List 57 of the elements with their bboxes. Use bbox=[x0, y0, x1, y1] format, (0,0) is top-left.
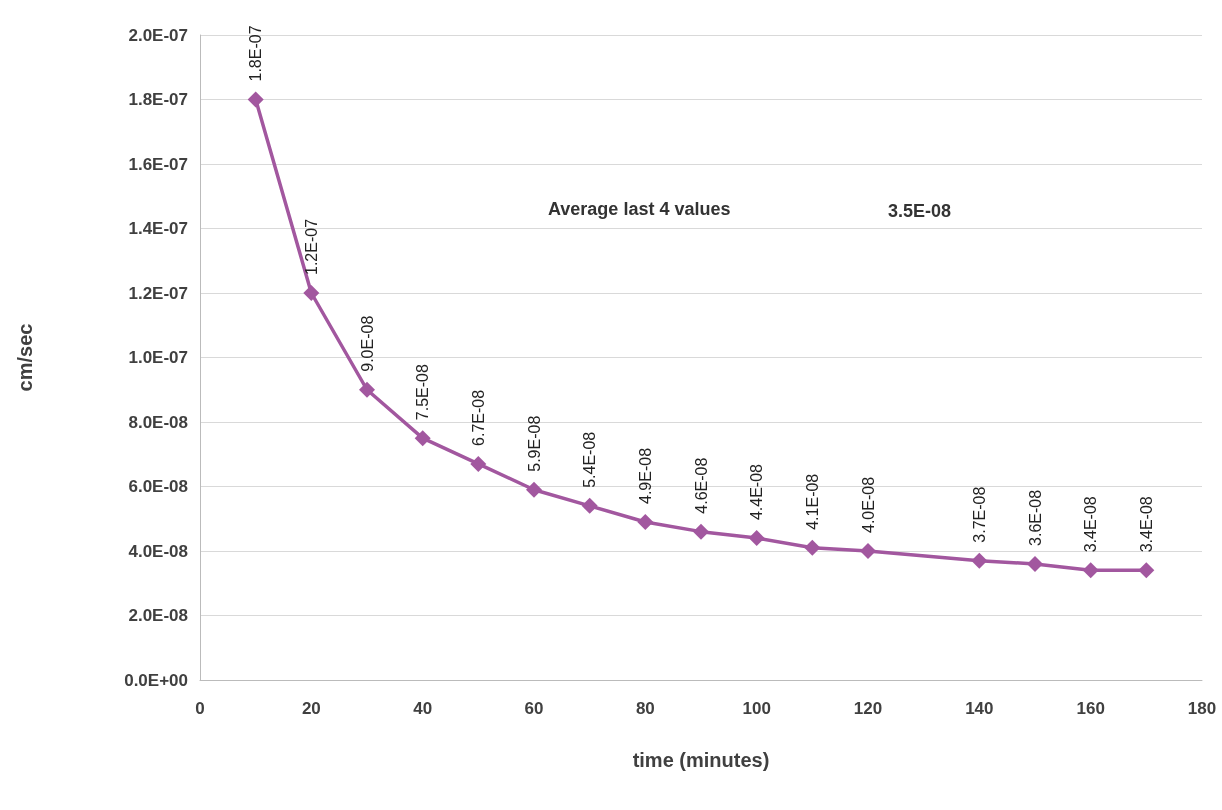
data-label: 3.6E-08 bbox=[1026, 489, 1044, 546]
point bbox=[748, 530, 765, 547]
x-tick-label: 80 bbox=[635, 699, 655, 718]
y-tick-label: 1.2E-07 bbox=[128, 283, 188, 303]
data-label: 5.4E-08 bbox=[581, 431, 599, 488]
x-axis-title: time (minutes) bbox=[632, 749, 770, 771]
y-tick-label: 2.0E-07 bbox=[128, 25, 188, 45]
point bbox=[581, 497, 598, 514]
data-label: 9.0E-08 bbox=[358, 315, 376, 372]
point bbox=[804, 539, 821, 556]
y-axis-title: cm/sec bbox=[14, 323, 36, 392]
y-tick-label: 1.6E-07 bbox=[128, 154, 188, 174]
data-label: 1.2E-07 bbox=[302, 218, 320, 275]
x-tick-label: 100 bbox=[742, 699, 771, 718]
point bbox=[414, 430, 431, 447]
data-label: 4.6E-08 bbox=[692, 457, 710, 514]
point bbox=[247, 91, 264, 108]
point bbox=[526, 481, 542, 498]
point bbox=[359, 381, 375, 398]
annotation: Average last 4 values bbox=[548, 199, 731, 219]
data-label: 4.0E-08 bbox=[859, 476, 877, 533]
y-tick-label: 0.0E+00 bbox=[124, 670, 188, 690]
x-tick-label: 0 bbox=[195, 699, 205, 718]
x-tick-label: 120 bbox=[853, 699, 883, 718]
data-label: 3.4E-08 bbox=[1082, 496, 1100, 553]
data-label: 7.5E-08 bbox=[414, 363, 432, 421]
data-label: 4.4E-08 bbox=[748, 463, 766, 521]
data-label: 4.1E-08 bbox=[803, 473, 821, 530]
data-label: 3.7E-08 bbox=[970, 486, 988, 543]
data-label: 3.4E-08 bbox=[1137, 496, 1155, 553]
point bbox=[1138, 562, 1155, 579]
x-tick-label: 20 bbox=[301, 699, 321, 718]
y-tick-label: 1.8E-07 bbox=[128, 90, 188, 109]
y-tick-label: 4.0E-08 bbox=[128, 541, 188, 561]
x-tick-label: 140 bbox=[965, 699, 994, 718]
data-label: 4.9E-08 bbox=[636, 447, 654, 504]
annotation: 3.5E-08 bbox=[888, 201, 952, 221]
point bbox=[971, 552, 988, 569]
y-tick-label: 8.0E-08 bbox=[128, 412, 188, 432]
point bbox=[860, 543, 876, 559]
data-label: 5.9E-08 bbox=[525, 415, 543, 472]
point bbox=[470, 455, 487, 472]
y-tick-label: 1.0E-07 bbox=[128, 348, 188, 367]
point bbox=[1027, 555, 1043, 572]
x-tick-label: 60 bbox=[524, 699, 544, 718]
point bbox=[637, 513, 654, 530]
point bbox=[1082, 562, 1099, 579]
point bbox=[303, 285, 320, 301]
x-tick-label: 40 bbox=[413, 699, 433, 718]
x-tick-label: 180 bbox=[1187, 699, 1217, 718]
y-tick-label: 2.0E-08 bbox=[128, 606, 188, 625]
data-label: 6.7E-08 bbox=[469, 389, 487, 446]
y-tick-label: 1.4E-07 bbox=[128, 219, 188, 238]
x-tick-label: 160 bbox=[1076, 699, 1105, 718]
y-tick-label: 6.0E-08 bbox=[128, 477, 188, 496]
point bbox=[693, 523, 709, 540]
data-label: 1.8E-07 bbox=[247, 25, 265, 82]
